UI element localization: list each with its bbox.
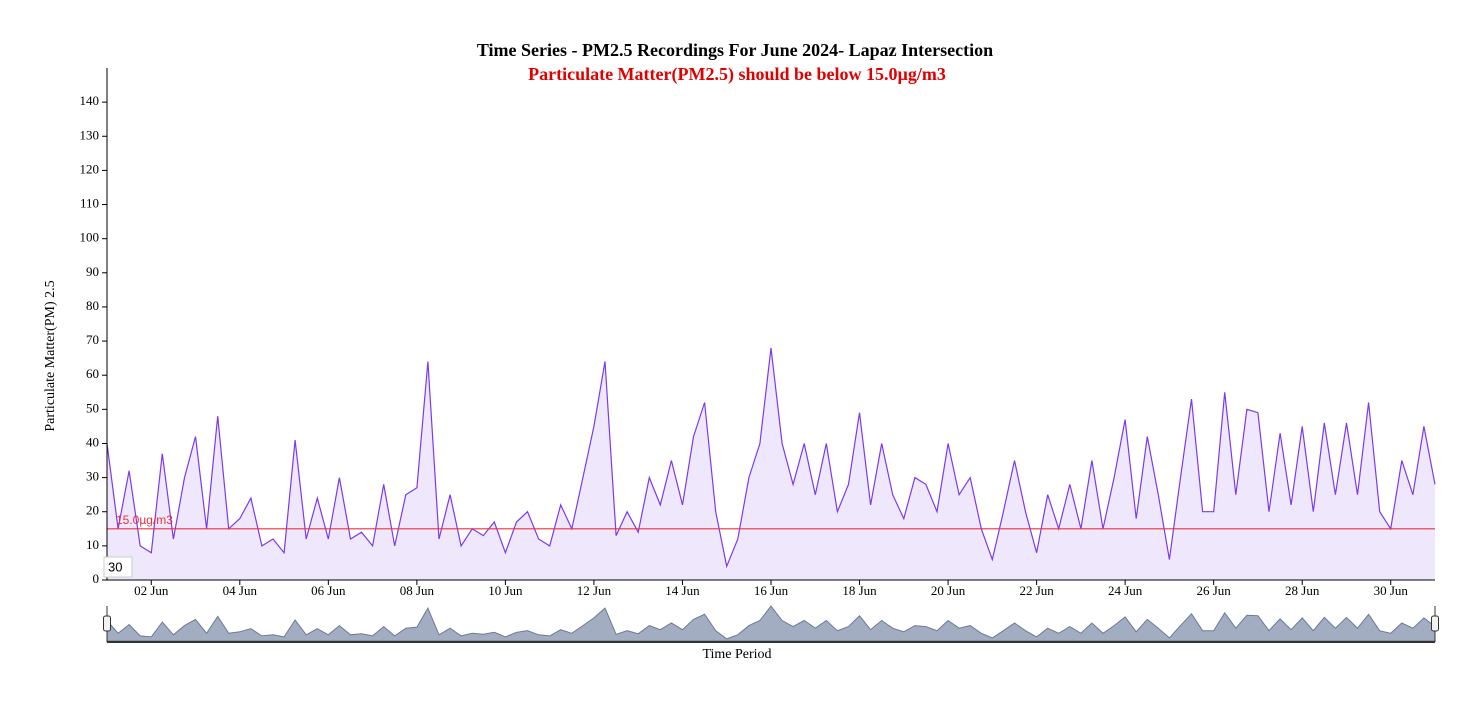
y-tick-label: 60 [86,366,99,381]
y-tick-label: 110 [80,196,99,211]
tooltip: 30 [108,559,122,574]
y-tick-label: 50 [86,400,99,415]
area [107,347,1435,580]
navigator-area [106,605,1436,642]
chart-title: Time Series - PM2.5 Recordings For June … [477,40,993,60]
navigator-handle[interactable] [1431,615,1439,632]
x-tick-label: 14 Jun [665,583,700,598]
navigator-handle[interactable] [103,615,111,632]
y-tick-label: 70 [86,332,99,347]
line [106,347,1436,569]
chart-subtitle: Particulate Matter(PM2.5) should be belo… [528,64,946,85]
y-tick-label: 30 [86,469,99,484]
tooltip-box [103,556,133,578]
x-tick-label: 06 Jun [311,583,346,598]
x-tick-label: 30 Jun [1374,583,1409,598]
x-tick-label: 08 Jun [400,583,435,598]
x-tick-label: 20 Jun [931,583,966,598]
y-tick-label: 100 [80,230,100,245]
x-tick-label: 22 Jun [1019,583,1054,598]
y-tick-label: 120 [80,161,100,176]
y-axis-label: Particulate Matter(PM) 2.5 [43,280,58,431]
y-tick-label: 10 [86,537,99,552]
y-tick-label: 0 [93,571,100,586]
x-tick-label: 18 Jun [842,583,877,598]
y-tick-label: 20 [86,503,99,518]
x-tick-label: 10 Jun [488,583,523,598]
y-tick-label: 80 [86,298,99,313]
x-tick-label: 28 Jun [1285,583,1320,598]
x-tick-label: 12 Jun [577,583,612,598]
y-tick-label: 40 [86,434,99,449]
x-tick-label: 16 Jun [754,583,789,598]
y-tick-label: 90 [86,264,99,279]
threshold-label: 15.0µg/m3 [116,513,173,527]
y-tick-label: 140 [80,93,100,108]
x-tick-label: 02 Jun [134,583,169,598]
x-tick-label: 04 Jun [223,583,258,598]
x-tick-label: 24 Jun [1108,583,1143,598]
y-tick-label: 130 [80,127,100,142]
x-axis-label: Time Period [702,647,771,662]
x-tick-label: 26 Jun [1197,583,1232,598]
